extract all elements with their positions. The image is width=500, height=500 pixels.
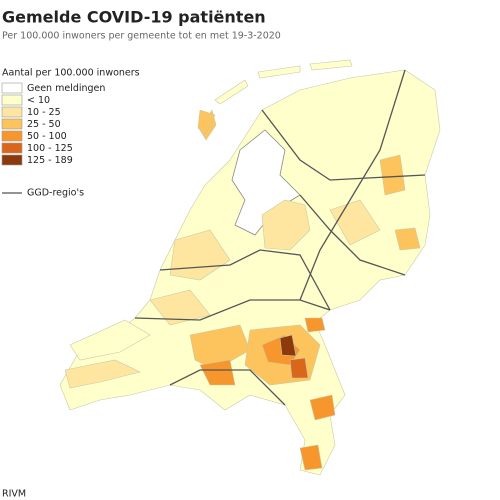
ggd-boundary (169, 369, 286, 406)
region (199, 359, 236, 386)
region (299, 444, 323, 471)
island (214, 79, 249, 105)
ggd-boundary (134, 299, 331, 321)
legend-label: 50 - 100 (27, 131, 67, 142)
island (309, 59, 353, 71)
subtitle: Per 100.000 inwoners per gemeente tot en… (2, 31, 281, 42)
legend-swatch (1, 154, 23, 166)
ggd-boundary (299, 194, 406, 276)
legend-swatch (1, 82, 23, 94)
ggd-boundary (299, 69, 406, 301)
region (149, 289, 211, 326)
region (304, 317, 326, 333)
region (189, 324, 251, 371)
legend-title: Aantal per 100.000 inwoners (2, 68, 140, 79)
legend-swatch (1, 142, 23, 154)
zeeland (69, 319, 151, 361)
map (59, 59, 441, 476)
source: RIVM (2, 489, 26, 500)
ggd-boundary (261, 109, 426, 181)
region (197, 109, 216, 136)
legend-label: 100 - 125 (27, 143, 73, 154)
region (379, 154, 406, 196)
title: Gemelde COVID-19 patiënten (2, 8, 266, 27)
legend-label: 125 - 189 (27, 155, 73, 166)
region (289, 357, 309, 379)
legend-label: 10 - 25 (27, 107, 61, 118)
legend-swatch (1, 94, 23, 106)
region (309, 394, 336, 421)
legend-swatch (1, 130, 23, 142)
legend-swatch (1, 106, 23, 118)
legend-label: 25 - 50 (27, 119, 61, 130)
mainland (59, 69, 441, 476)
flevoland (261, 199, 311, 251)
legend-line-label: GGD-regio's (27, 188, 84, 199)
legend-label: Geen meldingen (27, 83, 105, 94)
zeeland-2 (64, 359, 141, 389)
legend-label: < 10 (27, 95, 50, 106)
region (279, 334, 297, 357)
region (394, 227, 421, 251)
island (257, 65, 301, 79)
legend-swatch (1, 118, 23, 130)
